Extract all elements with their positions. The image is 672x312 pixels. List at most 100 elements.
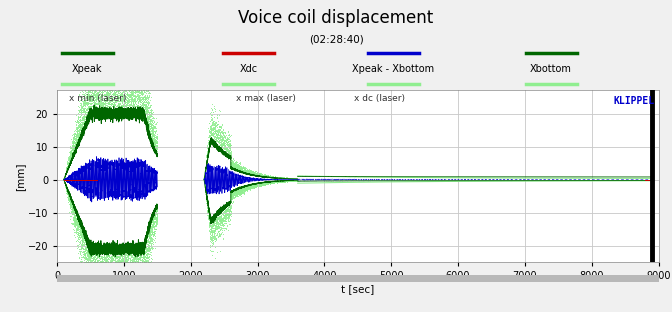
- Point: [116, 83, 126, 88]
- Point: [126, 269, 137, 274]
- Point: [241, 170, 252, 175]
- Point: [83, 94, 94, 99]
- Point: [276, 175, 287, 180]
- Point: [278, 178, 289, 183]
- Point: [142, 96, 153, 101]
- Point: [113, 100, 124, 105]
- Point: [79, 73, 90, 78]
- Point: [126, 102, 136, 107]
- Point: [226, 158, 237, 163]
- Point: [136, 80, 146, 85]
- Point: [206, 236, 216, 241]
- Point: [71, 122, 82, 127]
- Point: [104, 286, 115, 291]
- Point: [136, 82, 146, 87]
- Point: [146, 134, 157, 139]
- Point: [245, 184, 255, 189]
- Point: [244, 170, 255, 175]
- Point: [118, 96, 128, 101]
- Point: [151, 227, 161, 232]
- Point: [66, 214, 77, 219]
- Point: [147, 256, 158, 261]
- Point: [64, 161, 75, 166]
- Point: [103, 79, 114, 84]
- Point: [249, 171, 259, 176]
- Point: [268, 181, 279, 186]
- Point: [220, 212, 231, 217]
- Point: [127, 254, 138, 259]
- Point: [282, 176, 293, 181]
- Point: [87, 281, 97, 286]
- Point: [264, 174, 275, 179]
- Point: [240, 186, 251, 191]
- Point: [146, 137, 157, 142]
- Point: [205, 230, 216, 235]
- Point: [248, 183, 259, 188]
- Point: [231, 191, 242, 196]
- Point: [258, 181, 269, 186]
- Point: [122, 94, 132, 99]
- Point: [200, 173, 210, 178]
- Point: [263, 174, 274, 179]
- Point: [274, 175, 284, 180]
- Point: [75, 93, 86, 98]
- Point: [282, 179, 293, 184]
- Point: [105, 72, 116, 77]
- Point: [118, 104, 128, 109]
- Point: [271, 179, 282, 184]
- Point: [144, 260, 155, 265]
- Point: [142, 258, 153, 263]
- Point: [62, 160, 73, 165]
- Point: [212, 214, 223, 219]
- Point: [216, 217, 226, 222]
- Point: [223, 150, 234, 155]
- Point: [237, 189, 247, 194]
- Point: [246, 183, 257, 188]
- Point: [235, 188, 245, 193]
- Point: [258, 181, 269, 186]
- Point: [106, 100, 116, 105]
- Point: [94, 268, 105, 273]
- Point: [72, 226, 83, 231]
- Point: [69, 131, 79, 136]
- Point: [114, 74, 125, 79]
- Point: [214, 212, 225, 217]
- Point: [257, 172, 268, 177]
- Point: [111, 79, 122, 84]
- Point: [103, 285, 114, 290]
- Point: [138, 91, 149, 96]
- Point: [251, 171, 261, 176]
- Point: [114, 93, 124, 98]
- Point: [66, 149, 77, 154]
- Point: [259, 174, 269, 179]
- Point: [243, 183, 253, 188]
- Point: [210, 123, 220, 128]
- Point: [98, 82, 109, 87]
- Point: [128, 250, 138, 255]
- Point: [122, 97, 132, 102]
- Point: [245, 185, 256, 190]
- Point: [105, 85, 116, 90]
- Point: [120, 66, 130, 71]
- Point: [128, 279, 138, 284]
- Point: [265, 174, 276, 179]
- Point: [116, 75, 126, 80]
- Point: [95, 251, 106, 256]
- Point: [237, 185, 248, 190]
- Point: [94, 252, 105, 257]
- Point: [226, 163, 237, 168]
- Point: [62, 168, 73, 173]
- Point: [113, 97, 124, 102]
- Point: [271, 179, 282, 184]
- Point: [69, 129, 79, 134]
- Point: [87, 275, 97, 280]
- Point: [255, 173, 265, 178]
- Point: [128, 89, 139, 94]
- Point: [113, 260, 124, 265]
- Point: [130, 252, 140, 257]
- Point: [263, 174, 274, 179]
- Point: [80, 79, 91, 84]
- Point: [288, 178, 298, 183]
- Point: [287, 176, 298, 181]
- Point: [261, 181, 272, 186]
